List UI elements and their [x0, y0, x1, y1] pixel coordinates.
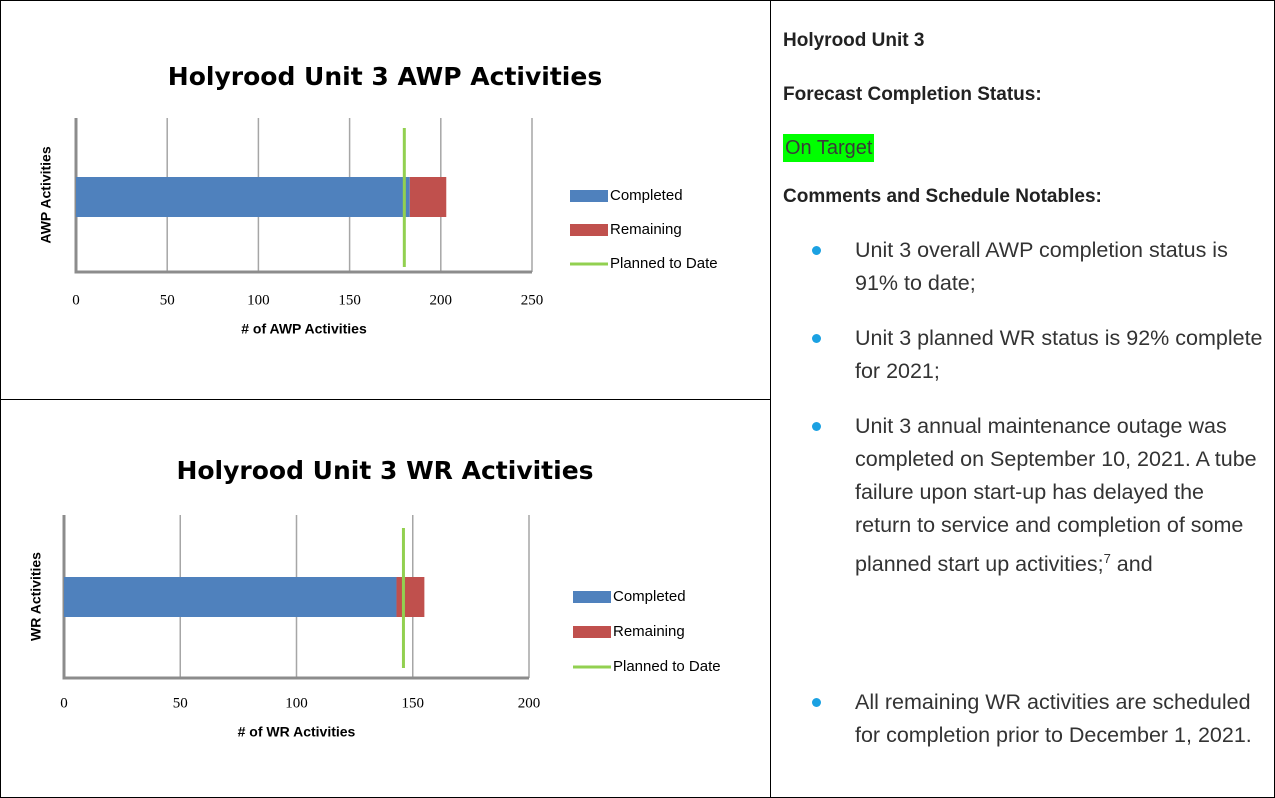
x-tick-label: 100	[285, 695, 308, 711]
x-tick-label: 50	[173, 695, 188, 711]
legend-label: Remaining	[613, 623, 685, 640]
legend-swatch	[570, 224, 608, 236]
status-panel: Holyrood Unit 3 Forecast Completion Stat…	[772, 0, 1272, 798]
bar-segment	[396, 577, 425, 617]
legend-label: Planned to Date	[610, 255, 718, 272]
x-tick-label: 0	[72, 292, 80, 308]
bar-segment	[64, 577, 397, 617]
legend-label: Completed	[610, 187, 683, 204]
status: On Target	[783, 134, 875, 162]
x-tick-label: 100	[247, 292, 270, 308]
x-tick-label: 0	[60, 695, 68, 711]
chart-title: Holyrood Unit 3 WR Activities	[176, 456, 593, 485]
y-axis-label: WR Activities	[28, 552, 44, 641]
bullet-tail: and	[1110, 552, 1153, 577]
legend-label: Remaining	[610, 221, 682, 238]
bullet: All remaining WR activities are schedule…	[812, 686, 1265, 752]
x-tick-label: 150	[402, 695, 425, 711]
x-tick-label: 200	[430, 292, 453, 308]
legend-swatch	[573, 626, 611, 638]
legend-label: Planned to Date	[613, 658, 721, 675]
heading: Holyrood Unit 3	[783, 30, 925, 51]
x-tick-label: 50	[160, 292, 175, 308]
x-axis-label: # of AWP Activities	[241, 321, 367, 337]
bar-segment	[409, 177, 447, 217]
y-axis-label: AWP Activities	[38, 146, 54, 243]
footnote: 7	[1103, 551, 1111, 566]
bullet: Unit 3 annual maintenance outage was com…	[812, 410, 1265, 581]
x-tick-label: 150	[338, 292, 361, 308]
legend-swatch	[570, 190, 608, 202]
legend-label: Completed	[613, 588, 686, 605]
bullet: Unit 3 planned WR status is 92% complete…	[812, 322, 1265, 388]
x-tick-label: 200	[518, 695, 541, 711]
comments-label: Comments and Schedule Notables:	[783, 186, 1102, 207]
chart-title: Holyrood Unit 3 AWP Activities	[168, 62, 602, 91]
x-tick-label: 250	[521, 292, 544, 308]
bar-segment	[76, 177, 410, 217]
bullet-text: Unit 3 annual maintenance outage was com…	[855, 414, 1257, 577]
legend-swatch	[573, 591, 611, 603]
status-label: Forecast Completion Status:	[783, 84, 1042, 105]
bullet: Unit 3 overall AWP completion status is …	[812, 234, 1265, 300]
x-axis-label: # of WR Activities	[238, 724, 356, 740]
